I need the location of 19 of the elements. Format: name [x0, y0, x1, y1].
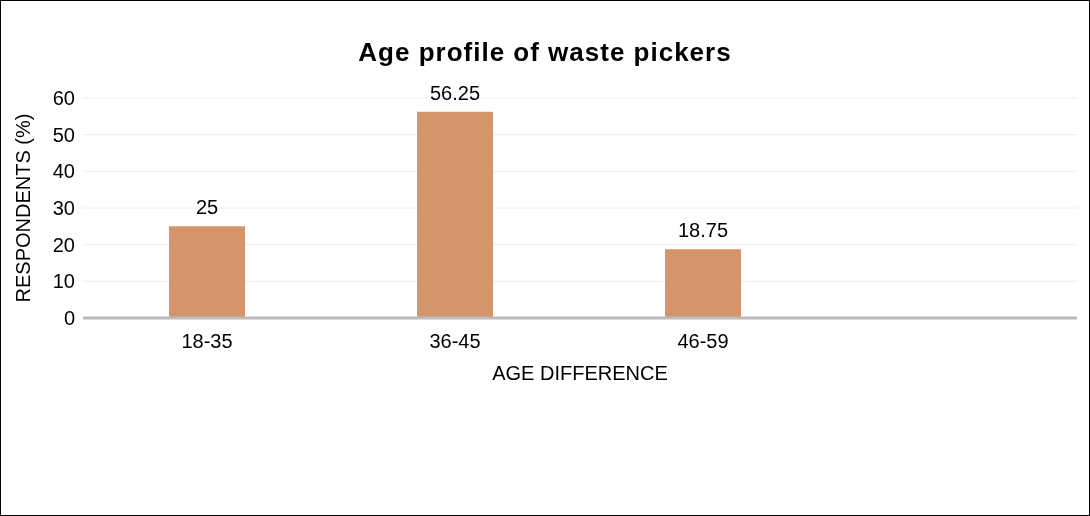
x-axis-title: AGE DIFFERENCE [492, 362, 668, 384]
y-tick-label: 60 [52, 87, 75, 110]
y-tick-label: 10 [52, 270, 75, 293]
data-label: 18.75 [677, 219, 729, 242]
y-tick-label: 20 [52, 233, 75, 256]
data-label: 56.25 [429, 81, 481, 104]
y-tick-label: 0 [63, 307, 75, 330]
x-tick-label: 46-59 [677, 330, 729, 353]
chart-title: Age profile of waste pickers [357, 37, 733, 68]
x-tick-label: 36-45 [429, 330, 481, 353]
y-tick-label: 50 [52, 123, 75, 146]
bar [665, 249, 741, 318]
y-tick-label: 40 [52, 160, 75, 183]
y-tick-label: 30 [52, 197, 75, 220]
bar [417, 111, 493, 318]
data-label: 25 [195, 196, 219, 219]
y-axis-title: RESPONDENTS (%) [12, 113, 35, 303]
bar [169, 226, 245, 318]
x-tick-label: 18-35 [181, 330, 233, 353]
